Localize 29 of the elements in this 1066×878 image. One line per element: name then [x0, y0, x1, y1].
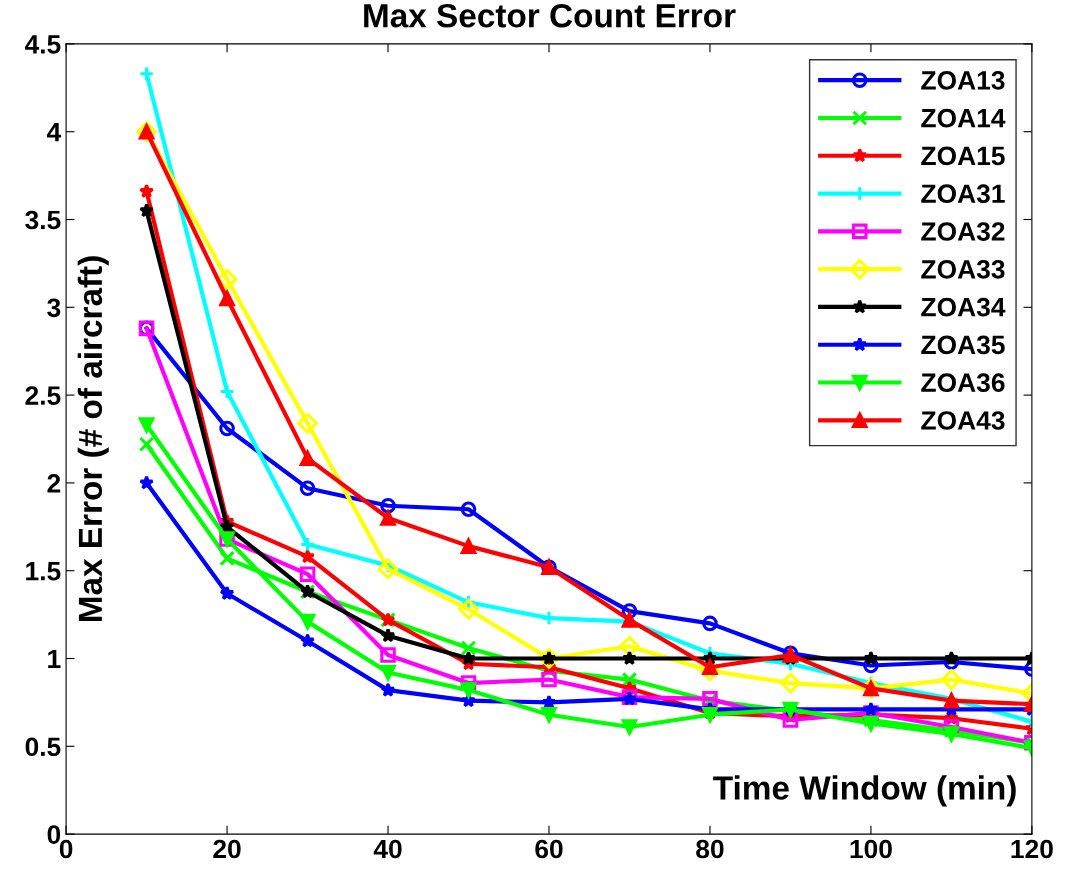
- legend-label: ZOA34: [921, 297, 1006, 317]
- y-tick-label: 4: [46, 123, 62, 142]
- y-tick-label: 2.5: [25, 386, 61, 405]
- x-tick-label: 20: [213, 839, 241, 859]
- chart-title: Max Sector Count Error: [364, 3, 736, 28]
- x-tick-label: 80: [696, 839, 724, 859]
- legend-label: ZOA15: [921, 146, 1005, 166]
- legend-label: ZOA35: [921, 335, 1005, 355]
- legend-label: ZOA31: [921, 184, 1005, 204]
- legend-label: ZOA32: [921, 222, 1005, 241]
- legend-label: ZOA33: [921, 259, 1005, 279]
- x-axis-title: Time Window (min): [713, 775, 1016, 807]
- y-tick-label: 0: [47, 825, 61, 844]
- y-tick-label: 1: [48, 649, 61, 669]
- y-tick-label: 1.5: [26, 562, 61, 581]
- y-tick-label: 3.5: [25, 210, 61, 230]
- legend-label: ZOA43: [921, 411, 1005, 430]
- y-tick-label: 0.5: [25, 737, 61, 757]
- x-tick-label: 60: [535, 839, 563, 859]
- x-tick-label: 40: [373, 839, 402, 859]
- y-tick-label: 2: [47, 474, 61, 493]
- x-tick-label: 120: [1011, 839, 1053, 859]
- legend-label: ZOA36: [921, 373, 1005, 393]
- y-axis-title: Max Error (# of aircraft): [77, 256, 109, 622]
- y-tick-label: 4.5: [24, 35, 61, 54]
- y-tick-label: 3: [47, 298, 61, 318]
- legend-label: ZOA14: [921, 108, 1006, 128]
- legend-label: ZOA13: [921, 70, 1005, 90]
- x-tick-label: 100: [850, 839, 892, 859]
